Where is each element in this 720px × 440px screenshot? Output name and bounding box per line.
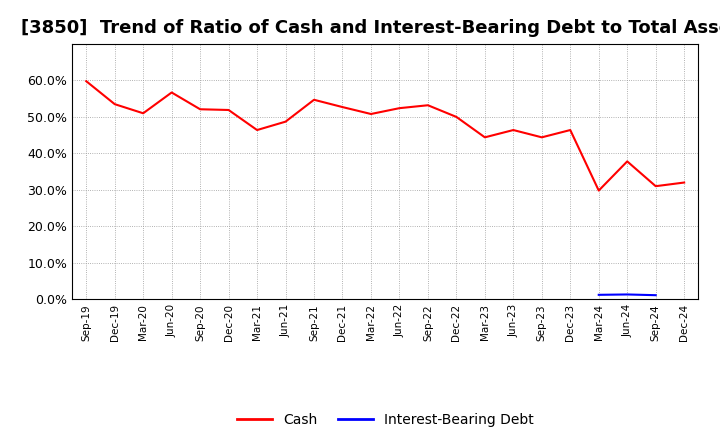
Title: [3850]  Trend of Ratio of Cash and Interest-Bearing Debt to Total Assets: [3850] Trend of Ratio of Cash and Intere… [21, 19, 720, 37]
Legend: Cash, Interest-Bearing Debt: Cash, Interest-Bearing Debt [231, 407, 539, 433]
